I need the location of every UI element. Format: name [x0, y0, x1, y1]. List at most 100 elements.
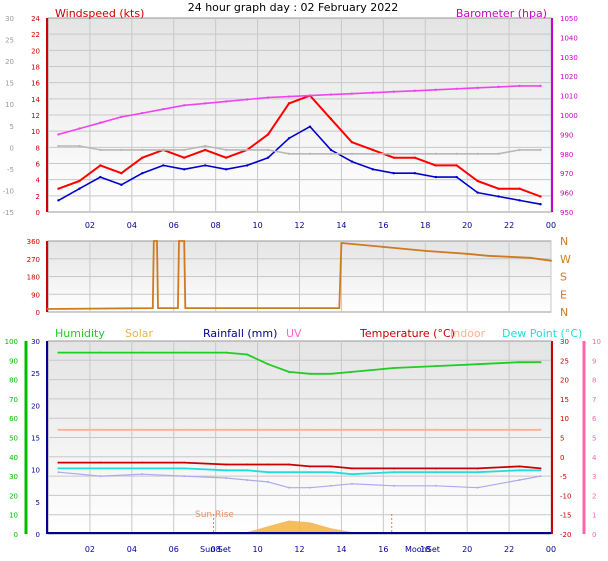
uv-right-tick-label: 9	[592, 357, 596, 365]
temp-right-tick-label: 15	[560, 396, 569, 404]
temp-right-tick-label: 0	[560, 454, 564, 462]
series-avg-point	[183, 168, 186, 171]
series-direction-point	[176, 307, 179, 310]
series-wind-point	[203, 148, 207, 152]
series-gust_grey-point	[350, 152, 354, 155]
series-humidity-point	[329, 372, 332, 375]
wind-panel-x-tick-label: 06	[169, 221, 179, 230]
series-direction-point	[487, 254, 490, 257]
baro-right-tick-label: 1000	[560, 112, 578, 120]
series-direction-point	[340, 241, 343, 244]
series-temp-point	[246, 463, 249, 466]
series-baro-point	[518, 84, 521, 88]
series-wind-point	[392, 156, 396, 159]
series-wind-point	[434, 164, 437, 167]
series-baro-point	[266, 96, 270, 99]
series-baro-point	[203, 102, 207, 105]
series-temp-point	[57, 461, 60, 464]
baro-right-tick-label: 1050	[560, 15, 578, 23]
wind-panel-x-tick-label: 14	[336, 221, 346, 230]
series-dew-point	[392, 471, 395, 474]
temp-right-tick-label: -10	[560, 492, 571, 500]
series-avg-point	[497, 195, 500, 198]
series-temp-point	[476, 467, 479, 470]
series-dew-point	[141, 467, 144, 470]
series-chill-point	[183, 475, 186, 478]
series-chill-point	[329, 484, 332, 487]
temp-panel-x-tick-label: 06	[169, 545, 179, 554]
temp-right-tick-label: 20	[560, 377, 569, 385]
series-indoor-point	[183, 428, 186, 431]
series-baro-point	[78, 127, 81, 130]
series-temp-point	[225, 463, 228, 466]
series-temp-point	[329, 465, 332, 468]
series-wind-point	[455, 164, 458, 167]
series-chill-point	[350, 482, 353, 485]
series-temp-point	[518, 465, 521, 468]
temp-legend-label: UV	[286, 327, 302, 340]
wind-grey-tick-label: 25	[5, 37, 14, 45]
series-avg-point	[57, 199, 60, 202]
series-baro-point	[162, 107, 165, 111]
series-chill-point	[141, 473, 144, 476]
series-dew-point	[434, 471, 437, 474]
temp-panel-x-tick-label: 00	[546, 545, 556, 554]
series-baro-line	[58, 85, 541, 136]
series-chill-point	[246, 478, 249, 481]
series-avg-point	[224, 168, 228, 171]
series-wind-point	[183, 156, 186, 159]
humidity-tick-label: 50	[9, 435, 18, 443]
wind-left-tick-label: 8	[36, 144, 40, 152]
series-direction-point	[550, 259, 552, 262]
series-gust_grey-point	[308, 152, 312, 155]
baro-right-tick-label: 1010	[560, 93, 578, 101]
series-wind-point	[329, 117, 333, 121]
temp-panel-x-tick-label: 08	[211, 545, 221, 554]
baro-right-tick-label: 970	[560, 170, 573, 178]
sun-rise-label: Sun Rise	[195, 510, 234, 520]
humidity-tick-label: 20	[9, 492, 18, 500]
series-humidity-point	[350, 370, 353, 373]
series-direction-point	[47, 308, 49, 311]
wind-grey-tick-label: 10	[5, 101, 14, 109]
humidity-tick-label: 100	[5, 338, 18, 346]
uv-right-tick-label: 0	[592, 531, 596, 539]
wind-left-tick-label: 16	[31, 80, 40, 88]
wind-left-tick-label: 22	[31, 31, 40, 39]
rain-tick-label: 30	[31, 338, 40, 346]
humidity-tick-label: 10	[9, 512, 18, 520]
temp-legend-label: Humidity	[55, 327, 105, 340]
series-dew-point	[539, 469, 542, 472]
uv-right-tick-label: 3	[592, 473, 596, 481]
series-humidity-point	[225, 351, 228, 354]
series-avg-point	[413, 172, 416, 175]
temp-panel-x-tick-label: 18	[420, 545, 430, 554]
direction-left-tick-label: 0	[36, 309, 40, 317]
series-indoor-point	[392, 428, 395, 431]
series-direction-point	[382, 245, 385, 248]
wind-panel-x-tick-label: 02	[85, 221, 95, 230]
series-avg-point	[434, 175, 437, 179]
series-wind-point	[78, 179, 81, 183]
series-avg-line	[58, 125, 541, 205]
series-avg-point	[162, 164, 165, 167]
series-temp-point	[267, 463, 270, 466]
rain-tick-label: 0	[36, 531, 40, 539]
series-dew-point	[518, 469, 521, 472]
wind-left-tick-label: 2	[36, 193, 40, 201]
chart-title: 24 hour graph day : 02 February 2022	[188, 1, 399, 14]
temp-right-tick-label: -15	[560, 512, 571, 520]
humidity-tick-label: 30	[9, 473, 18, 481]
uv-right-tick-label: 7	[592, 396, 596, 404]
series-baro-point	[329, 93, 333, 96]
series-gust_grey-point	[57, 144, 60, 148]
series-gust_grey-point	[287, 152, 291, 155]
series-chill-point	[476, 486, 479, 489]
series-wind-point	[497, 187, 500, 190]
humidity-tick-label: 70	[9, 396, 18, 404]
uv-right-tick-label: 2	[592, 492, 596, 500]
temp-right-tick-label: 5	[560, 435, 564, 443]
uv-right-tick-label: 10	[592, 338, 601, 346]
series-avg-point	[350, 160, 354, 163]
uv-right-tick-label: 6	[592, 415, 597, 423]
